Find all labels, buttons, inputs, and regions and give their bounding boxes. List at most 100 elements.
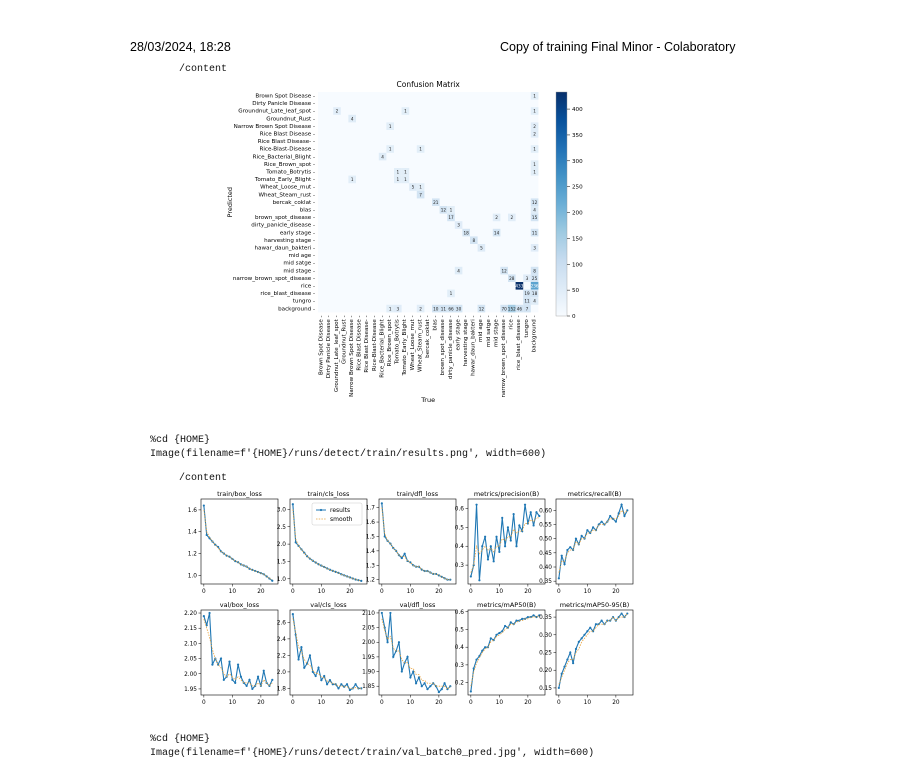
results-ytick-label: 0.35 — [539, 615, 552, 621]
results-point — [397, 641, 401, 644]
cm-ytick-label: Wheat_Loose_mut - — [260, 185, 315, 191]
cm-ytick-label: Brown Spot Disease - — [255, 93, 315, 99]
results-point — [563, 563, 566, 566]
cm-cell-value: 15 — [532, 215, 538, 220]
results-point — [251, 687, 254, 691]
cm-ytick-label: Rice Blast Disease - — [260, 131, 315, 137]
cm-cell — [462, 228, 470, 237]
cm-colorbar-tick-label: 200 — [572, 211, 583, 217]
confusion-matrix-chart: Confusion Matrix Brown Spot Disease - Brow… — [226, 80, 583, 404]
results-point — [360, 579, 363, 582]
cm-ytick-label: Dirty Panicle Disease - — [252, 101, 315, 107]
cm-cell-value: 7 — [419, 192, 422, 197]
results-point — [538, 614, 541, 617]
results-ytick-label: 0.3 — [455, 563, 465, 569]
cm-cell-value: 66 — [448, 306, 454, 311]
results-panel-title: val/box_loss — [220, 601, 260, 609]
results-ytick-label: 1.95 — [184, 687, 197, 693]
cm-cell — [394, 175, 402, 184]
cm-colorbar-tick-label: 0 — [572, 314, 576, 320]
results-xtick-label: 20 — [346, 700, 354, 706]
results-point — [389, 611, 392, 615]
results-ytick-label: 0.4 — [455, 645, 465, 651]
cm-ytick-label: mid stage - — [283, 268, 315, 274]
cm-ytick-label: bercak_coklat - — [273, 200, 315, 206]
results-point — [535, 511, 538, 514]
results-point — [589, 626, 592, 629]
code-line-cd-1[interactable]: %cd {HOME} — [150, 435, 211, 446]
cm-cell — [500, 266, 508, 275]
results-ytick-label: 2.4 — [277, 637, 287, 643]
results-point — [560, 672, 563, 675]
results-point — [434, 572, 438, 576]
results-point — [202, 614, 205, 618]
cm-cell-value: 2 — [510, 215, 513, 220]
cm-cell — [386, 145, 394, 153]
results-ytick-label: 2.15 — [184, 626, 197, 632]
cm-cell — [530, 266, 539, 275]
cm-colorbar-tick-label: 400 — [572, 107, 583, 113]
code-line-cd-2[interactable]: %cd {HOME} — [150, 734, 211, 745]
code-line-image-results[interactable]: Image(filename=f'{HOME}/runs/detect/trai… — [150, 449, 547, 460]
results-ytick-label: 1.2 — [366, 578, 376, 584]
results-point — [518, 619, 521, 622]
cm-cell — [401, 175, 410, 184]
cm-colorbar-tick-label: 350 — [572, 133, 583, 139]
cm-cell — [530, 282, 539, 290]
results-point — [392, 655, 395, 658]
cm-cell — [447, 304, 455, 313]
results-point — [580, 637, 583, 640]
cm-cell — [530, 92, 539, 100]
cm-cell-value: 1 — [351, 177, 354, 182]
results-xtick-label: 10 — [229, 589, 237, 595]
results-panel-title: metrics/precision(B) — [474, 490, 539, 498]
cm-xtick-label: Groundnut_Late_leaf_spot - — [334, 315, 340, 392]
cm-colorbar-tick-label: 50 — [572, 288, 580, 294]
cm-ytick-label: background - — [278, 306, 315, 312]
cm-cell-value: 1 — [396, 177, 399, 182]
cm-xtick-label: Brown Spot Disease - — [319, 315, 325, 375]
results-point — [400, 556, 403, 560]
results-point — [400, 670, 403, 673]
results-point — [501, 516, 504, 519]
results-point — [380, 611, 383, 615]
results-point — [572, 662, 575, 665]
results-point — [357, 579, 360, 582]
results-point — [492, 560, 495, 563]
results-point — [202, 504, 205, 507]
results-point — [600, 619, 603, 622]
cm-cell — [530, 244, 539, 252]
results-point — [560, 554, 563, 557]
cm-xtick-label: early stage - — [455, 315, 461, 350]
cm-xtick-label: dirty_panicle_disease - — [448, 315, 454, 379]
cm-xtick-label: mid stage - — [493, 315, 499, 347]
results-point — [271, 678, 274, 681]
results-point — [569, 546, 572, 549]
cm-cell-value: 10 — [433, 306, 439, 311]
cm-xtick-label: rice - — [509, 315, 515, 329]
smooth-series-line — [470, 614, 540, 687]
cm-cell — [530, 228, 539, 237]
cm-xtick-label: Groundnut_Rust - — [341, 315, 347, 364]
cm-cell — [447, 213, 455, 222]
results-ytick-label: 1.7 — [366, 506, 376, 512]
cm-cell — [530, 206, 539, 214]
results-point — [345, 683, 349, 686]
results-xtick-label: 10 — [407, 589, 415, 595]
cm-ytick-label: Rice_Brown_spot - — [264, 162, 315, 168]
cm-colorbar-tick-label: 300 — [572, 159, 583, 165]
results-panel: metrics/mAP50(B) 0.2 0.3 0.4 0.5 0.6 0 10 20 — [455, 601, 546, 706]
results-point — [518, 524, 521, 527]
cm-cell — [523, 304, 531, 313]
cm-xtick-label: Rice Blast Disease - — [357, 315, 363, 370]
results-ytick-label: 2.5 — [277, 525, 287, 531]
code-line-image-val[interactable]: Image(filename=f'{HOME}/runs/detect/trai… — [150, 748, 595, 759]
cm-cell — [530, 297, 539, 305]
cm-cell-value: 1 — [404, 177, 407, 182]
cm-xtick-label: Tomato_Early_Blight - — [402, 315, 408, 376]
results-point — [337, 687, 340, 690]
results-xtick-label: 20 — [612, 589, 620, 595]
results-point — [620, 503, 623, 506]
results-point — [577, 640, 580, 643]
cm-cell-value: 4 — [533, 299, 536, 304]
